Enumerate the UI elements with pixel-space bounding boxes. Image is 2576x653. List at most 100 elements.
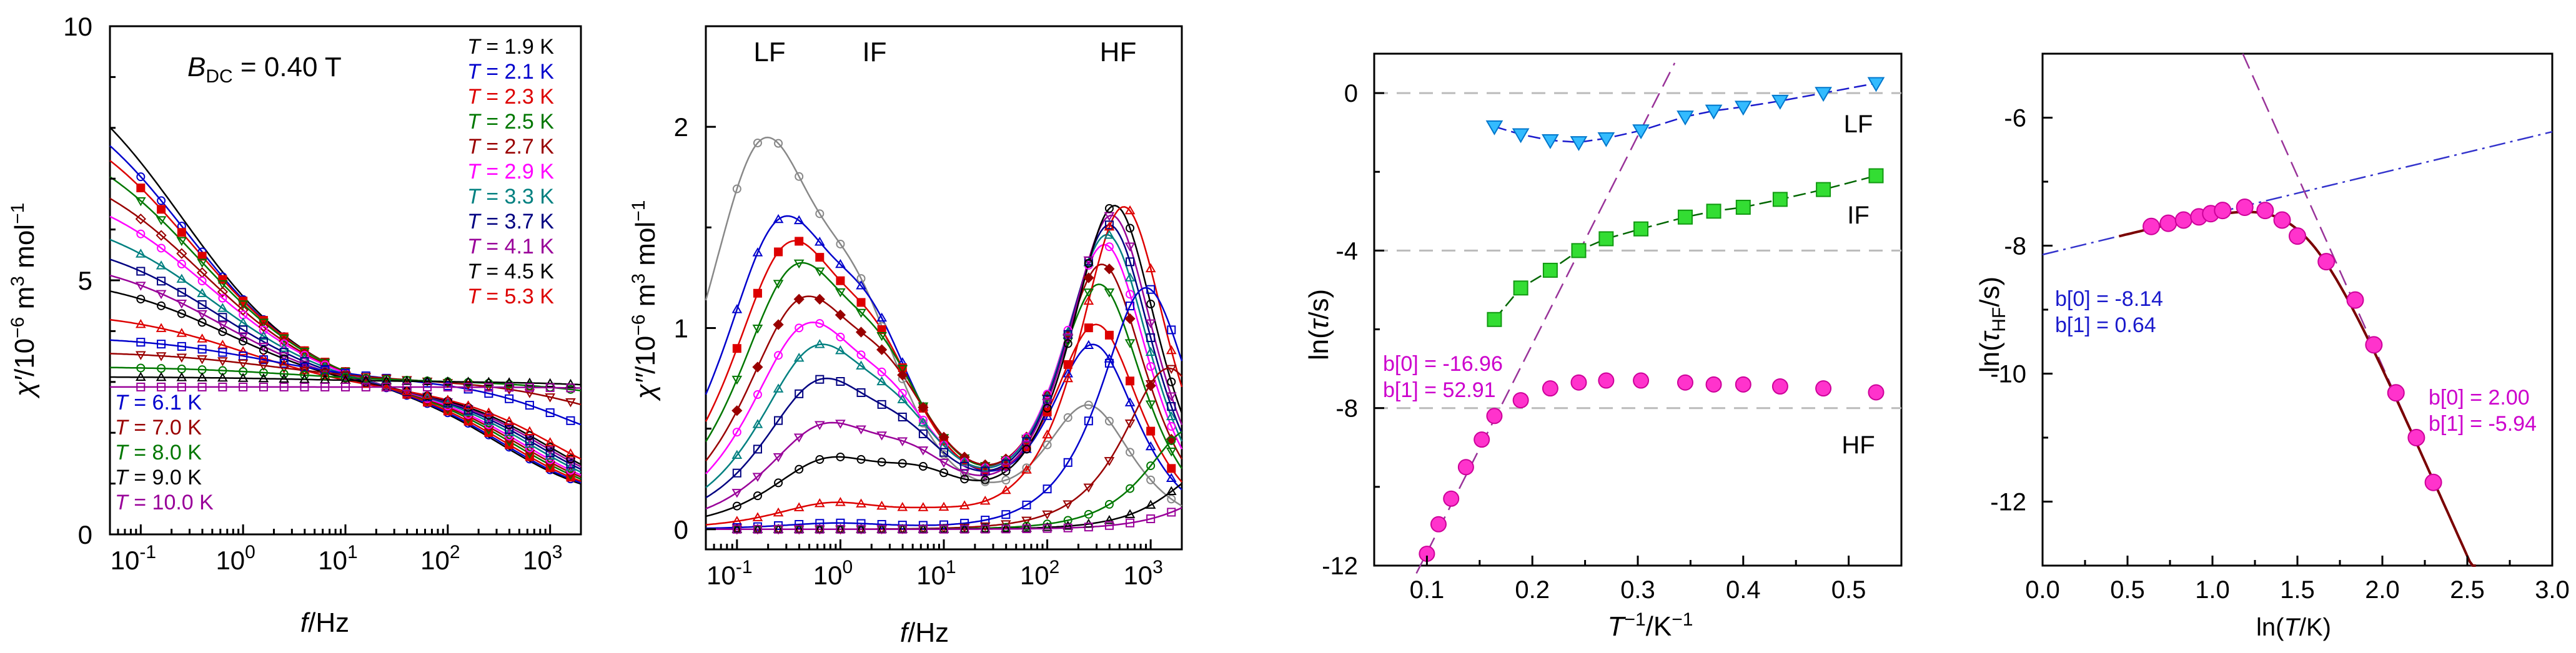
chi-double-prime-data-point xyxy=(1166,486,1177,496)
chi-double-prime-data-point xyxy=(773,524,784,533)
chi-prime-data-point xyxy=(197,310,207,320)
chi-double-prime-data-point xyxy=(1063,333,1074,343)
chi-prime-data-point xyxy=(136,382,146,391)
chi-prime-data-point xyxy=(463,376,473,386)
chi-prime-data-point xyxy=(239,325,248,335)
chi-double-prime-data-point xyxy=(1146,300,1156,309)
chi-double-prime-data-point xyxy=(773,507,784,517)
chi-prime-data-point xyxy=(197,288,207,297)
arrhenius-label-if: IF xyxy=(1847,202,1870,229)
chi-prime-data-point xyxy=(279,364,290,374)
chi-double-prime-data-point xyxy=(856,360,866,370)
chi-double-prime-data-point xyxy=(774,247,783,257)
x-tick-label: 0.1 xyxy=(1410,576,1445,604)
raman-fit-low-b0: b[0] = -8.14 xyxy=(2055,287,2163,311)
arrhenius-fit-b0: b[0] = -16.96 xyxy=(1383,352,1503,376)
chi-double-prime-data-point xyxy=(1083,295,1094,305)
chi-prime-data-point xyxy=(237,373,249,382)
chi-double-prime-data-point xyxy=(1126,484,1135,493)
arrhenius-data-point-lf xyxy=(1867,77,1885,92)
chi-double-prime-data-point xyxy=(918,524,929,533)
chi-double-prime-data-point xyxy=(836,239,845,248)
arrhenius-data-point-lf xyxy=(1815,87,1832,102)
chi-double-prime-data-point xyxy=(1021,516,1032,526)
chi-double-prime-data-point xyxy=(774,478,783,488)
chi-prime-data-point xyxy=(135,351,146,360)
arrhenius-xlabel: T−1/K−1 xyxy=(1608,609,1693,642)
arrhenius-data-point-lf xyxy=(1632,124,1650,140)
x-tick-label: 100 xyxy=(215,542,255,575)
chi-prime-data-point xyxy=(258,318,269,328)
x-tick-label: 3.0 xyxy=(2535,576,2570,604)
chi-prime-data-point xyxy=(217,280,228,290)
chi-double-prime-data-point xyxy=(814,293,825,305)
chi-double-prime-data-point xyxy=(835,345,846,355)
chi-double-prime-data-point xyxy=(1083,257,1094,267)
chi-double-prime-data-point xyxy=(1063,521,1074,530)
chi-double-prime-data-point xyxy=(1126,448,1135,457)
chi-double-prime-data-point xyxy=(835,524,846,533)
chi-double-prime-data-point xyxy=(835,288,846,298)
chi-double-prime-data-point xyxy=(815,519,825,528)
arrhenius-data-point-hf xyxy=(1771,378,1788,395)
chi-prime-data-point xyxy=(341,382,350,391)
region-label-if: IF xyxy=(862,37,886,67)
chi-double-prime-data-point xyxy=(1084,523,1093,532)
chi-prime-data-point xyxy=(503,427,515,436)
chi-prime-data-point xyxy=(545,408,555,418)
chi-double-prime-data-point xyxy=(918,429,928,438)
chi-prime-data-point xyxy=(545,383,555,392)
chi-prime-data-point xyxy=(156,323,167,332)
chi-double-prime-data-point xyxy=(1145,380,1156,391)
chi-double-prime-data-point xyxy=(1166,365,1177,375)
arrhenius-data-point-hf xyxy=(1512,392,1529,409)
chi-double-prime-data-point xyxy=(1063,413,1073,422)
chi-prime-data-point xyxy=(197,355,207,365)
legend-entry: T = 2.7 K xyxy=(467,135,554,159)
chi-double-prime-data-point xyxy=(856,524,866,534)
chi-prime-data-point xyxy=(319,367,330,377)
chi-prime-data-point xyxy=(177,341,186,351)
chi-double-prime-data-point xyxy=(1126,257,1135,267)
chi-prime-data-point xyxy=(300,350,309,360)
raman-xlabel: ln(T/K) xyxy=(2256,614,2331,641)
chi-double-prime-data-point xyxy=(752,325,763,334)
chi-double-prime-data-point xyxy=(918,502,929,511)
y-tick-label: -12 xyxy=(1990,489,2026,516)
region-label-lf: LF xyxy=(753,37,785,67)
chi-double-prime-data-point xyxy=(774,416,783,425)
chi-double-prime-data-point xyxy=(1043,524,1052,533)
chi-double-prime-data-point xyxy=(1167,494,1176,504)
chi-double-prime-data-point xyxy=(877,400,886,409)
chi-prime-data-point xyxy=(197,300,207,309)
chi-double-prime-data-point xyxy=(1126,518,1135,528)
legend-entry: T = 4.5 K xyxy=(467,260,554,283)
chi-prime-data-point xyxy=(197,345,207,354)
chi-double-prime-data-point xyxy=(1022,500,1031,509)
chi-prime-data-point xyxy=(401,376,412,385)
chi-prime-data-point xyxy=(136,363,146,373)
chi-double-prime-data-point xyxy=(793,215,805,225)
chi-double-prime-data-point xyxy=(1084,416,1093,426)
chi-double-prime-data-point xyxy=(876,331,887,341)
chi-prime-data-point xyxy=(218,313,227,322)
chi-prime-data-point xyxy=(136,172,146,182)
raman-data-point xyxy=(2214,202,2232,220)
chi-double-prime-data-point xyxy=(1021,464,1032,474)
chi-double-prime-data-point xyxy=(959,456,970,466)
chi-double-prime-data-point xyxy=(814,339,825,348)
x-tick-label: 0.4 xyxy=(1726,576,1761,604)
chi-prime-data-point xyxy=(157,301,166,310)
chi-prime-data-point xyxy=(157,196,166,205)
chi-prime-data-point xyxy=(382,382,391,391)
chi-double-prime-data-point xyxy=(897,437,908,446)
chi-double-prime-data-point xyxy=(1001,523,1011,533)
chi-double-prime-data-point xyxy=(979,496,991,505)
chi-double-prime-data-point xyxy=(856,519,866,528)
chi-prime-data-point xyxy=(525,383,534,392)
chi-prime-data-point xyxy=(218,293,227,303)
arrhenius-data-point-lf xyxy=(1570,136,1588,152)
chi-double-prime-data-point xyxy=(897,365,908,374)
chi-double-prime-data-point xyxy=(1063,360,1073,369)
x-tick-label: 103 xyxy=(1123,557,1162,590)
